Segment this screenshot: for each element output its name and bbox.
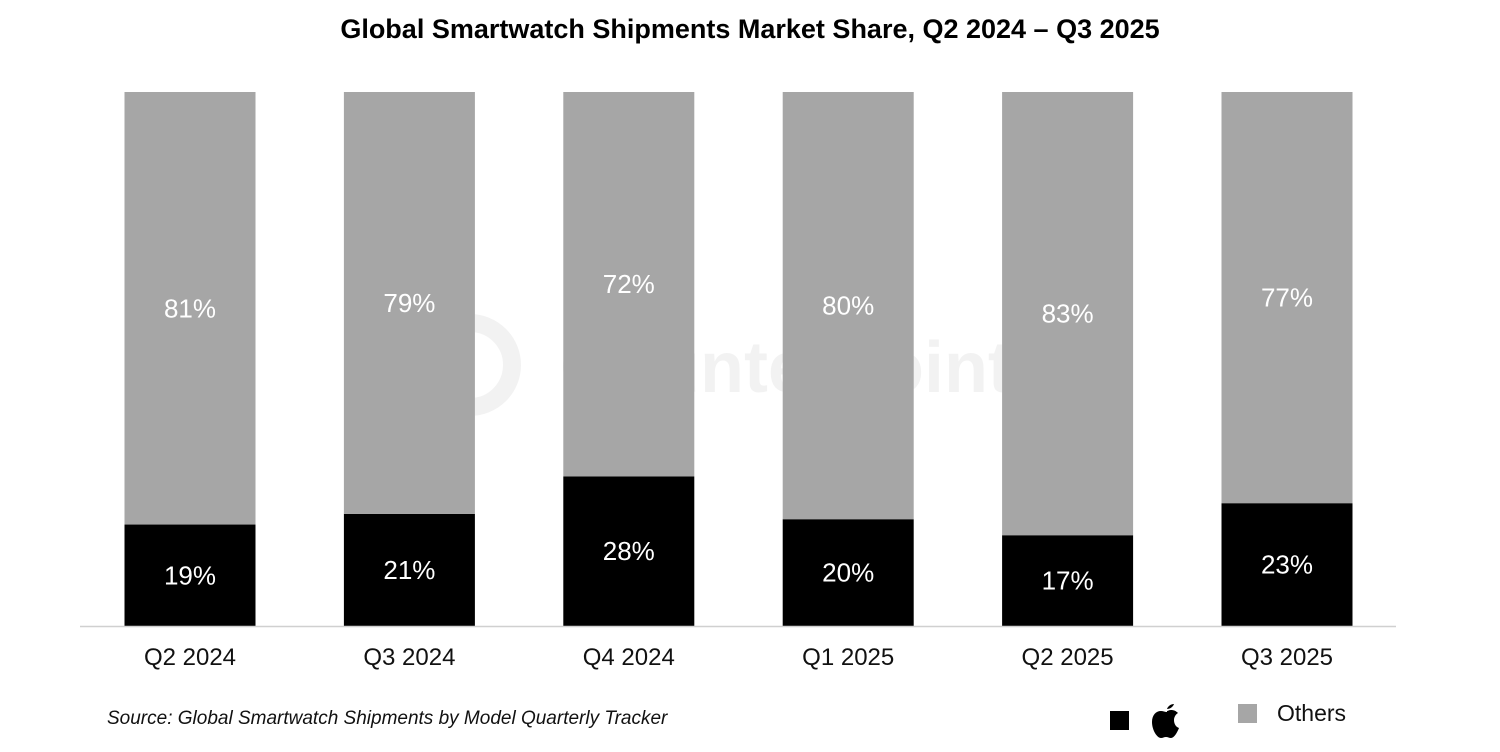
bar-apple xyxy=(343,513,475,626)
apple-logo-icon xyxy=(1152,704,1179,738)
x-tick-label: Q2 2024 xyxy=(144,644,236,671)
bar-apple xyxy=(563,476,695,626)
legend-item-others: Others xyxy=(1238,700,1346,727)
bar-others xyxy=(124,92,256,525)
data-label: 79% xyxy=(383,288,435,318)
legend-item-apple xyxy=(1110,700,1187,740)
data-label: 19% xyxy=(164,560,216,590)
data-label: 17% xyxy=(1042,566,1094,596)
bar-others xyxy=(343,92,475,514)
x-tick-label: Q3 2025 xyxy=(1241,644,1333,671)
data-label: 28% xyxy=(603,536,655,566)
data-label: 23% xyxy=(1261,550,1313,580)
x-tick-label: Q4 2024 xyxy=(583,644,675,671)
bar-others xyxy=(1002,92,1134,536)
bar-others xyxy=(1221,92,1353,504)
bar-apple xyxy=(1002,535,1134,626)
data-label: 77% xyxy=(1261,283,1313,313)
x-tick-label: Q2 2025 xyxy=(1022,644,1114,671)
data-label: 81% xyxy=(164,293,216,323)
chart-title: Global Smartwatch Shipments Market Share… xyxy=(340,14,1160,44)
data-label: 83% xyxy=(1042,299,1094,329)
data-label: 20% xyxy=(822,558,874,588)
data-label: 80% xyxy=(822,291,874,321)
legend-swatch-others xyxy=(1238,704,1257,723)
x-tick-label: Q3 2024 xyxy=(363,644,455,671)
bar-apple xyxy=(124,524,256,626)
bar-others xyxy=(782,92,914,520)
bar-apple xyxy=(1221,503,1353,626)
x-tick-label: Q1 2025 xyxy=(802,644,894,671)
legend-swatch-apple xyxy=(1110,710,1129,730)
source-note: Source: Global Smartwatch Shipments by M… xyxy=(107,708,668,729)
legend-label-others: Others xyxy=(1277,700,1347,726)
bar-apple xyxy=(782,519,914,626)
data-label: 72% xyxy=(603,269,655,299)
bar-others xyxy=(563,92,695,477)
data-label: 21% xyxy=(383,555,435,585)
